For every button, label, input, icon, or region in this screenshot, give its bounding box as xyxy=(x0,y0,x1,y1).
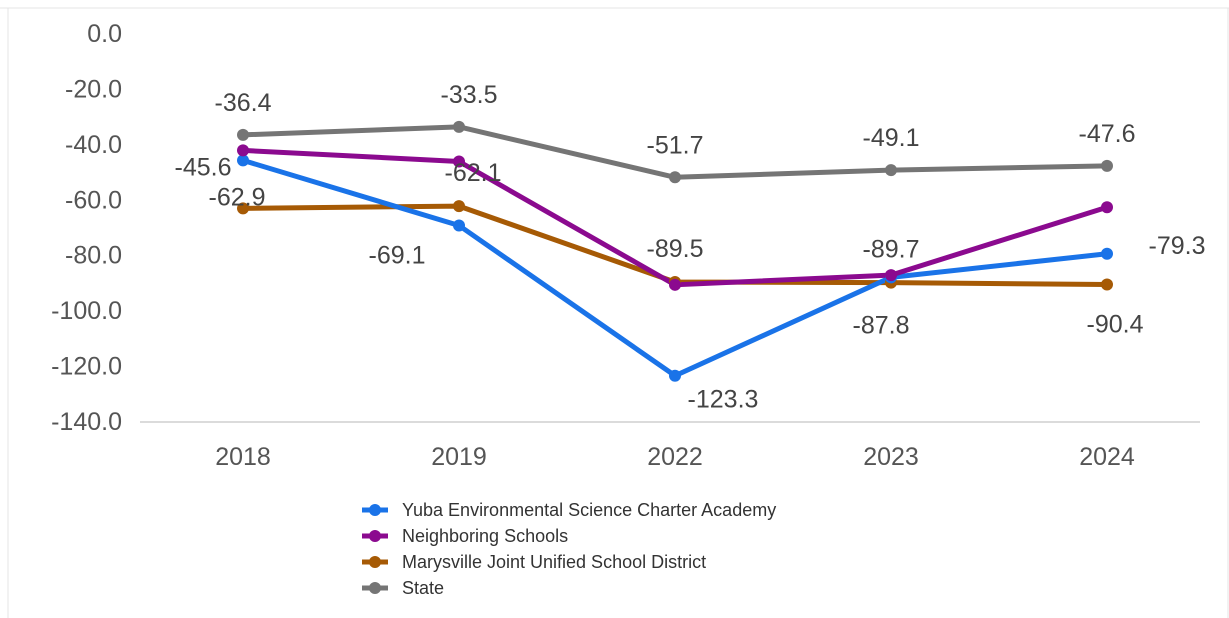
series-point-0[interactable] xyxy=(453,219,465,232)
series-point-3[interactable] xyxy=(1101,159,1113,172)
legend[interactable]: Yuba Environmental Science Charter Acade… xyxy=(362,500,776,598)
legend-label: Marysville Joint Unified School District xyxy=(402,552,706,572)
y-tick-label: -100.0 xyxy=(51,297,122,325)
data-label-series-2: -89.7 xyxy=(863,236,920,264)
legend-item-1[interactable]: Neighboring Schools xyxy=(362,526,568,546)
series-points xyxy=(237,120,1113,382)
series-point-3[interactable] xyxy=(669,171,681,184)
legend-swatch-dot xyxy=(369,530,381,542)
legend-label: Yuba Environmental Science Charter Acade… xyxy=(402,500,776,520)
y-axis: 0.0 -20.0 -40.0 -60.0 -80.0 -100.0 -120.0 -140.… xyxy=(51,20,122,436)
data-labels: -36.4 -33.5 -51.7 -49.1 -47.6 -62.9 -62.1 -89.5… xyxy=(175,81,1206,414)
data-label-series-2: -90.4 xyxy=(1087,311,1144,339)
data-label-series-3: -36.4 xyxy=(215,89,272,117)
legend-swatch-dot xyxy=(369,582,381,594)
legend-item-0[interactable]: Yuba Environmental Science Charter Acade… xyxy=(362,500,776,520)
data-label-series-3: -47.6 xyxy=(1079,120,1136,148)
data-label-series-0: -79.3 xyxy=(1149,232,1206,260)
series-point-2[interactable] xyxy=(1101,278,1113,291)
y-tick-label: -40.0 xyxy=(65,131,122,159)
x-tick-label: 2023 xyxy=(863,443,919,471)
data-label-series-2: -89.5 xyxy=(647,235,704,263)
x-axis: 2018 2019 2022 2023 2024 xyxy=(140,421,1200,471)
y-tick-label: -120.0 xyxy=(51,353,122,381)
x-tick-label: 2019 xyxy=(431,443,487,471)
series-point-2[interactable] xyxy=(453,200,465,213)
legend-item-3[interactable]: State xyxy=(362,578,444,598)
data-label-series-0: -123.3 xyxy=(688,386,759,414)
legend-item-2[interactable]: Marysville Joint Unified School District xyxy=(362,552,706,572)
x-tick-label: 2022 xyxy=(647,443,703,471)
data-label-series-2: -62.1 xyxy=(445,159,502,187)
data-label-series-0: -87.8 xyxy=(853,311,910,339)
data-label-series-3: -33.5 xyxy=(441,81,498,109)
series-point-0[interactable] xyxy=(669,369,681,382)
series-point-1[interactable] xyxy=(885,269,897,282)
x-tick-label: 2018 xyxy=(215,443,271,471)
series-point-1[interactable] xyxy=(1101,201,1113,214)
series-point-1[interactable] xyxy=(453,155,465,168)
series-point-2[interactable] xyxy=(237,202,249,215)
series-point-3[interactable] xyxy=(885,164,897,177)
data-label-series-3: -51.7 xyxy=(647,131,704,159)
y-tick-label: -60.0 xyxy=(65,186,122,214)
data-label-series-2: -62.9 xyxy=(209,183,266,211)
y-tick-label: -20.0 xyxy=(65,75,122,103)
series-point-0[interactable] xyxy=(1101,247,1113,260)
x-tick-label: 2024 xyxy=(1079,443,1135,471)
series-point-1[interactable] xyxy=(237,144,249,157)
y-tick-label: -140.0 xyxy=(51,408,122,436)
series-point-3[interactable] xyxy=(453,120,465,133)
legend-label: State xyxy=(402,578,444,598)
data-label-series-0: -45.6 xyxy=(175,153,232,181)
data-label-series-3: -49.1 xyxy=(863,124,920,152)
y-tick-label: -80.0 xyxy=(65,242,122,270)
data-label-series-0: -69.1 xyxy=(369,242,426,270)
series-point-1[interactable] xyxy=(669,278,681,291)
legend-label: Neighboring Schools xyxy=(402,526,568,546)
series-point-3[interactable] xyxy=(237,128,249,141)
legend-swatch-dot xyxy=(369,556,381,568)
legend-swatch-dot xyxy=(369,504,381,516)
series-point-0[interactable] xyxy=(237,154,249,167)
y-tick-label: 0.0 xyxy=(87,20,122,48)
